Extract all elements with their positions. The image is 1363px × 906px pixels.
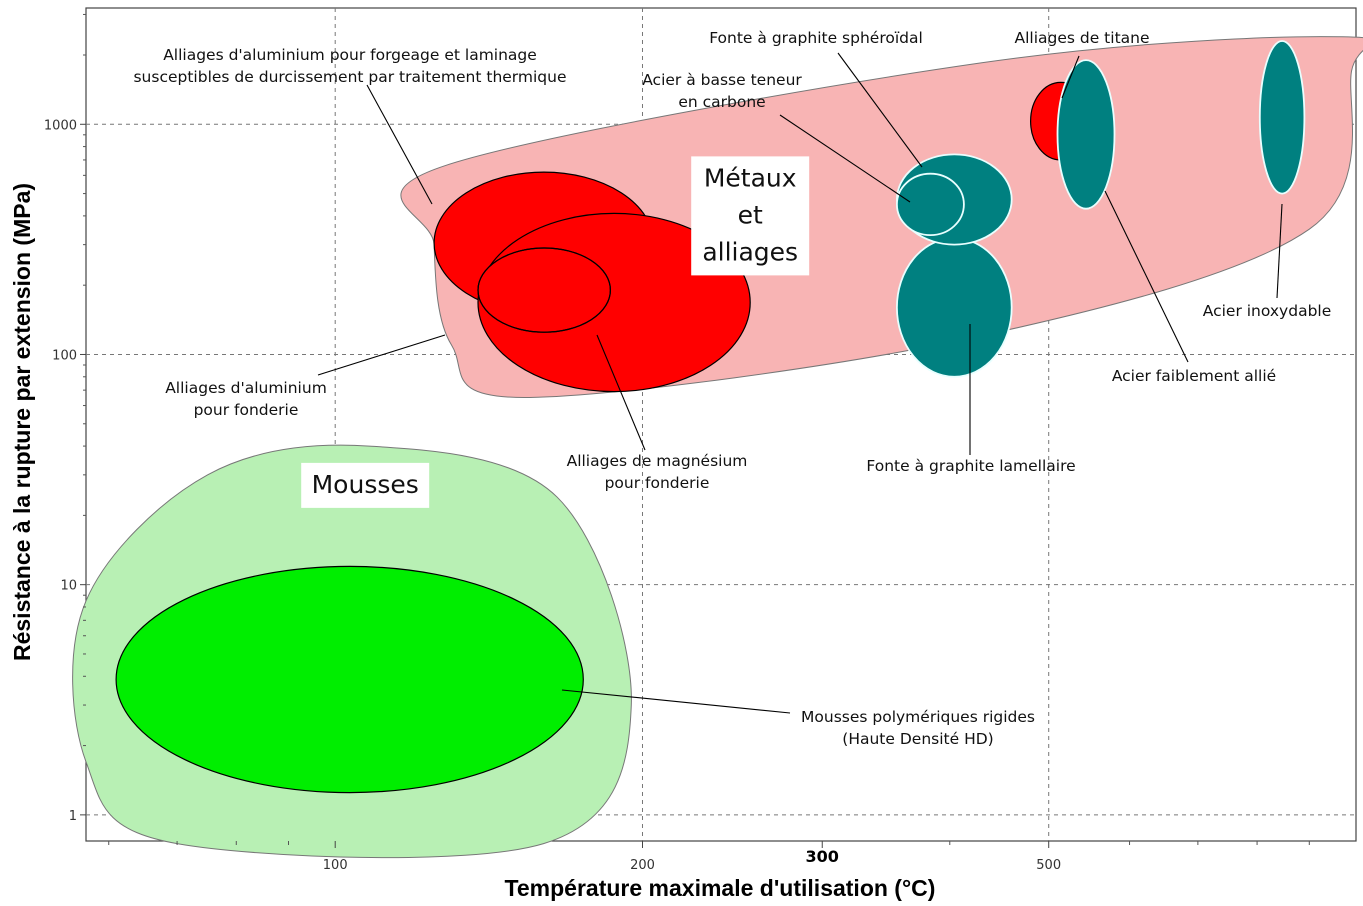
group-label-box [301, 462, 430, 508]
annotation-label: pour fonderie [605, 474, 710, 492]
x-axis-title: Température maximale d'utilisation (°C) [505, 875, 936, 901]
x-tick-label: 200 [630, 858, 655, 873]
x-tick-label: 100 [323, 858, 348, 873]
bubble-acier-faiblement-allie [1056, 59, 1116, 210]
group-label: Mousses [312, 470, 419, 499]
group-label-layer: Métaux et alliages Mousses [301, 156, 810, 508]
tick-layer: 100 200 300 500 1 10 100 1000 [44, 13, 1310, 873]
y-tick-label: 1 [69, 809, 77, 824]
family-layer [115, 40, 1306, 794]
annotation-label: Fonte à graphite lamellaire [866, 457, 1075, 475]
group-label: Métaux [704, 163, 797, 192]
group-label-box [691, 156, 810, 276]
x-tick-label: 300 [806, 847, 839, 866]
y-tick-label: 100 [52, 348, 77, 363]
annotation-label: Fonte à graphite sphéroïdal [709, 29, 923, 47]
y-tick-label: 1000 [44, 118, 77, 133]
bubble-fonte-a-graphite-lamellaire [895, 237, 1013, 378]
annotation-layer: Alliages d'aluminium pour forgeage et la… [133, 29, 1331, 748]
leader-line [317, 334, 446, 376]
bubble-acier-a-basse-teneur-en-carbone [896, 172, 965, 236]
leader-line [837, 52, 923, 168]
y-axis-title: Résistance à la rupture par extension (M… [9, 183, 35, 661]
leader-line [561, 689, 791, 714]
annotation-label: Alliages de titane [1014, 29, 1149, 47]
annotation-label: Acier à basse teneur [642, 71, 802, 89]
leader-line [366, 84, 433, 205]
annotation-label: Alliages de magnésium [567, 452, 748, 470]
leader-line [1104, 190, 1189, 363]
leader-line [596, 334, 646, 451]
leader-layer [317, 52, 1283, 714]
bubble-mousses-polymeriques-rigides-haute-densi [115, 565, 584, 794]
annotation-label: susceptibles de durcissement par traitem… [133, 68, 566, 86]
group-label: et [738, 200, 763, 229]
bubble-acier-inoxydable [1258, 40, 1306, 195]
y-tick-label: 10 [60, 579, 77, 594]
x-tick-label: 500 [1036, 858, 1061, 873]
annotation-label: (Haute Densité HD) [842, 730, 993, 748]
leader-line [1061, 55, 1080, 99]
annotation-label: pour fonderie [194, 401, 299, 419]
group-label: alliages [702, 237, 798, 266]
annotation-label: en carbone [678, 93, 765, 111]
leader-line [1276, 203, 1283, 299]
bubble-outline-alliages-aluminium-fonderie [477, 247, 611, 333]
leader-line [779, 114, 911, 203]
annotation-label: Acier faiblement allié [1112, 367, 1276, 385]
annotation-label: Alliages d'aluminium pour forgeage et la… [163, 46, 537, 64]
annotation-label: Acier inoxydable [1203, 302, 1332, 320]
annotation-label: Mousses polymériques rigides [801, 708, 1035, 726]
annotation-label: Alliages d'aluminium [165, 379, 327, 397]
